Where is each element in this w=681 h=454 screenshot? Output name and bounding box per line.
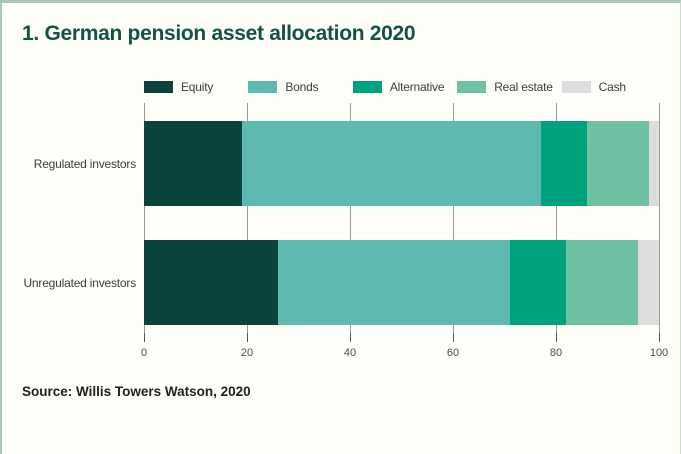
axis-tick-label: 100	[649, 347, 669, 359]
legend-item: Equity	[144, 80, 248, 94]
bar-segment-alternative	[540, 121, 587, 206]
legend-swatch-real-estate	[457, 81, 487, 93]
gridline	[247, 103, 248, 341]
axis-tick	[659, 333, 660, 342]
bar-segment-alternative	[509, 240, 567, 325]
bar-segment-bonds	[277, 240, 510, 325]
bar-segment-equity	[144, 240, 278, 325]
axis-tick	[453, 333, 454, 342]
bar-segment-cash	[648, 121, 659, 206]
bar-segment-real-estate	[566, 240, 639, 325]
bar-segment-real-estate	[586, 121, 649, 206]
legend-swatch-equity	[144, 81, 173, 93]
bar-segment-bonds	[241, 121, 541, 206]
axis-tick	[247, 333, 248, 342]
legend-item: Alternative	[352, 80, 457, 94]
legend-label: Cash	[598, 80, 626, 94]
axis-tick-label: 40	[343, 347, 357, 359]
gridline	[144, 103, 145, 341]
bar-segment-cash	[638, 240, 659, 325]
legend-label: Alternative	[389, 80, 445, 94]
source-note: Source: Willis Towers Watson, 2020	[22, 384, 251, 399]
axis-tick	[350, 333, 351, 342]
plot-area: 0 20 40 60 80 100	[141, 103, 668, 359]
axis-tick-label: 60	[446, 347, 460, 359]
axis-tick	[556, 333, 557, 342]
legend-item: Cash	[561, 80, 666, 94]
axis-tick-label: 80	[549, 347, 563, 359]
legend-swatch-cash	[561, 81, 591, 93]
gridline	[350, 103, 351, 341]
gridline	[453, 103, 454, 341]
legend-item: Bonds	[248, 80, 352, 94]
axis-tick-label: 20	[240, 347, 254, 359]
legend-label: Bonds	[285, 80, 319, 94]
bar-row	[144, 240, 659, 325]
category-label: Regulated investors	[33, 157, 136, 171]
bar-row	[144, 121, 659, 206]
category-label: Unregulated investors	[23, 276, 136, 290]
gridline	[659, 103, 660, 341]
axis-tick	[144, 333, 145, 342]
legend-item: Real estate	[457, 80, 561, 94]
legend: Equity Bonds Alternative Real estate Cash	[144, 80, 666, 94]
chart-title: 1. German pension asset allocation 2020	[22, 22, 416, 45]
axis-tick-label: 0	[140, 347, 148, 359]
gridline	[556, 103, 557, 341]
legend-swatch-bonds	[248, 81, 278, 93]
legend-swatch-alternative	[352, 81, 382, 93]
legend-label: Equity	[181, 80, 214, 94]
bar-segment-equity	[144, 121, 242, 206]
legend-label: Real estate	[494, 80, 553, 94]
